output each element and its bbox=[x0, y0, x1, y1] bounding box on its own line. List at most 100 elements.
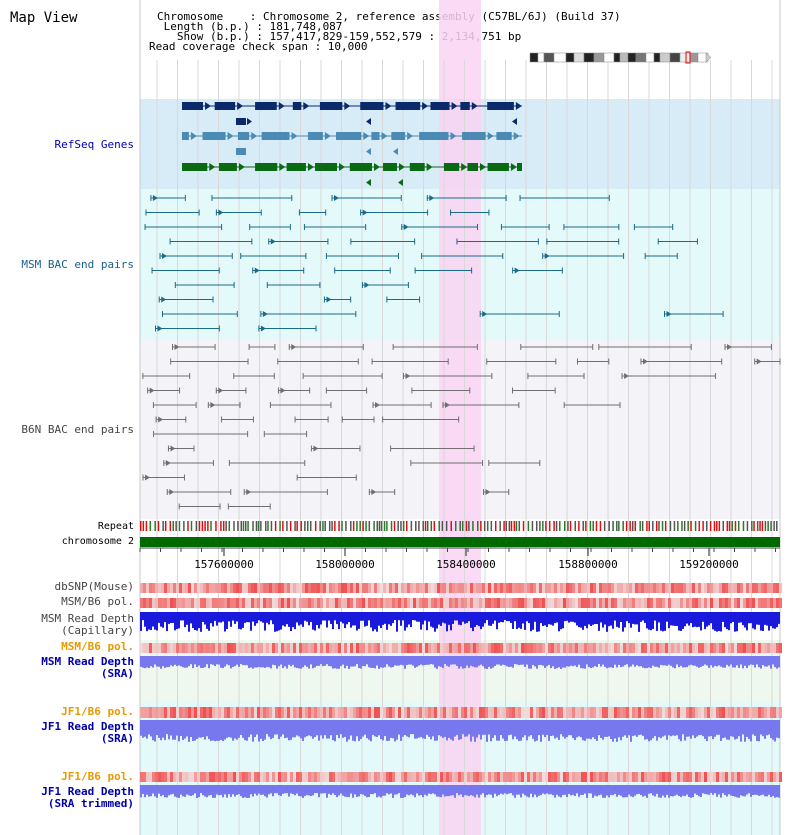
read-depth-bar bbox=[638, 793, 640, 794]
track-label-b6n-bac[interactable]: B6N BAC end pairs bbox=[21, 423, 134, 436]
track-label-msm-b6-pol-1[interactable]: MSM/B6 pol. bbox=[61, 595, 134, 608]
polymorphism-cell bbox=[302, 707, 305, 718]
polymorphism-cell bbox=[590, 598, 593, 608]
read-depth-bar bbox=[214, 793, 216, 798]
read-depth-bar bbox=[428, 793, 430, 794]
polymorphism-cell bbox=[164, 598, 167, 608]
polymorphism-cell bbox=[254, 598, 257, 608]
read-depth-bar bbox=[398, 664, 400, 666]
repeat-mark bbox=[244, 521, 247, 531]
polymorphism-cell bbox=[380, 707, 383, 718]
track-label-jf1-depth-sra[interactable]: JF1 Read Depth (SRA) bbox=[41, 720, 134, 745]
gene-exon bbox=[202, 132, 226, 140]
polymorphism-cell bbox=[611, 707, 614, 718]
read-depth-bar bbox=[278, 664, 280, 667]
polymorphism-cell bbox=[557, 772, 560, 782]
polymorphism-cell bbox=[710, 707, 713, 718]
polymorphism-cell bbox=[773, 583, 776, 593]
repeat-mark bbox=[215, 521, 217, 531]
read-depth-bar bbox=[404, 734, 406, 735]
polymorphism-cell bbox=[569, 772, 572, 782]
gene-exon bbox=[349, 163, 372, 171]
read-depth-bar bbox=[174, 620, 176, 631]
polymorphism-cell bbox=[476, 583, 479, 593]
read-depth-bar bbox=[476, 620, 478, 626]
read-depth-bar bbox=[416, 734, 418, 739]
polymorphism-cell bbox=[614, 772, 617, 782]
read-depth-bar bbox=[284, 620, 286, 627]
read-depth-bar bbox=[302, 620, 304, 627]
track-label-refseq-genes[interactable]: RefSeq Genes bbox=[54, 138, 134, 151]
read-depth-bar bbox=[276, 620, 278, 632]
read-depth-bar bbox=[142, 793, 144, 794]
read-depth-bar bbox=[330, 620, 332, 624]
polymorphism-cell bbox=[269, 707, 272, 718]
track-label-msm-b6-pol-2[interactable]: MSM/B6 pol. bbox=[61, 640, 134, 653]
polymorphism-cell bbox=[311, 643, 314, 653]
gene-arrow bbox=[398, 163, 405, 171]
read-depth-bar bbox=[556, 664, 558, 669]
polymorphism-cell bbox=[371, 772, 374, 782]
track-label-dbsnp[interactable]: dbSNP(Mouse) bbox=[54, 580, 134, 593]
read-depth-bar bbox=[564, 734, 566, 739]
polymorphism-cell bbox=[320, 583, 323, 593]
bac-arrow bbox=[291, 344, 297, 350]
polymorphism-cell bbox=[314, 772, 317, 782]
read-depth-bar bbox=[366, 620, 368, 626]
polymorphism-cell bbox=[347, 643, 350, 653]
track-label-jf1-b6-pol-2[interactable]: JF1/B6 pol. bbox=[61, 770, 134, 783]
read-depth-bar bbox=[728, 734, 730, 740]
read-depth-bar bbox=[424, 664, 426, 666]
read-depth-bar bbox=[390, 793, 392, 794]
gene-arrow bbox=[279, 163, 286, 171]
track-label-msm-depth-capillary[interactable]: MSM Read Depth (Capillary) bbox=[41, 612, 134, 637]
repeat-mark bbox=[433, 521, 436, 531]
polymorphism-cell bbox=[386, 583, 389, 593]
polymorphism-cell bbox=[212, 583, 215, 593]
read-depth-bar bbox=[506, 734, 508, 741]
track-label-jf1-b6-pol-1[interactable]: JF1/B6 pol. bbox=[61, 705, 134, 718]
polymorphism-cell bbox=[251, 583, 254, 593]
gene-arrow bbox=[238, 163, 245, 171]
repeat-mark bbox=[629, 521, 631, 531]
polymorphism-cell bbox=[335, 598, 338, 608]
polymorphism-cell bbox=[326, 707, 329, 718]
read-depth-bar bbox=[220, 734, 222, 741]
polymorphism-cell bbox=[257, 583, 260, 593]
track-label-msm-bac[interactable]: MSM BAC end pairs bbox=[21, 258, 134, 271]
polymorphism-cell bbox=[353, 598, 356, 608]
polymorphism-cell bbox=[338, 598, 341, 608]
polymorphism-cell bbox=[206, 643, 209, 653]
polymorphism-cell bbox=[209, 772, 212, 782]
repeat-mark bbox=[400, 521, 402, 531]
read-depth-bar bbox=[382, 664, 384, 668]
polymorphism-cell bbox=[389, 583, 392, 593]
polymorphism-cell bbox=[467, 772, 470, 782]
read-depth-bar bbox=[422, 664, 424, 666]
track-label-jf1-depth-trimmed[interactable]: JF1 Read Depth (SRA trimmed) bbox=[41, 785, 134, 810]
read-depth-bar bbox=[552, 620, 554, 626]
read-depth-bar bbox=[772, 620, 774, 629]
read-depth-bar bbox=[488, 620, 490, 626]
polymorphism-cell bbox=[434, 707, 437, 718]
read-depth-bar bbox=[470, 734, 472, 742]
polymorphism-cell bbox=[713, 583, 716, 593]
read-depth-bar bbox=[510, 620, 512, 623]
polymorphism-cell bbox=[284, 707, 287, 718]
polymorphism-cell bbox=[494, 643, 497, 653]
polymorphism-cell bbox=[764, 643, 767, 653]
polymorphism-cell bbox=[560, 772, 563, 782]
polymorphism-cell bbox=[695, 772, 698, 782]
read-depth-bar bbox=[762, 734, 764, 737]
read-depth-bar bbox=[720, 664, 722, 667]
repeat-mark bbox=[518, 521, 521, 531]
polymorphism-cell bbox=[545, 598, 548, 608]
track-label-msm-depth-sra[interactable]: MSM Read Depth (SRA) bbox=[41, 655, 134, 680]
gene-arrow bbox=[373, 163, 380, 171]
read-depth-bar bbox=[240, 620, 242, 630]
polymorphism-cell bbox=[179, 772, 182, 782]
polymorphism-cell bbox=[239, 643, 242, 653]
read-depth-bar bbox=[594, 664, 596, 667]
read-depth-bar bbox=[758, 664, 760, 668]
